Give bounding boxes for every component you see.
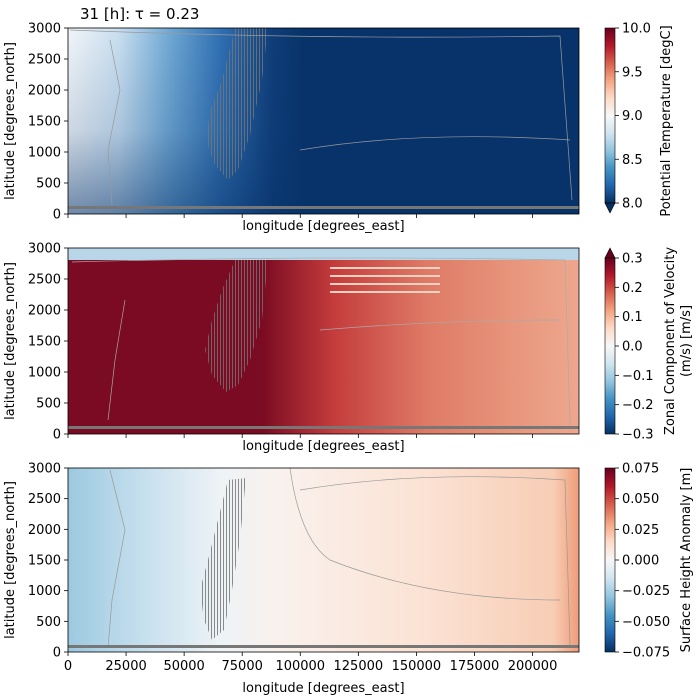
x-tick-label: 50000 <box>163 659 204 674</box>
colorbar-tick-label: 8.0 <box>622 197 643 212</box>
colorbar-label-temperature: Potential Temperature [degC] <box>659 25 674 216</box>
land-mask-ssh <box>200 478 246 640</box>
x-tick-label: 200000 <box>508 659 558 674</box>
colorbar-ticks-ssh: −0.075 −0.050 −0.025 0.000 0.025 0.050 0.075 <box>615 462 670 661</box>
y-tick-label: 3000 <box>28 22 61 37</box>
y-tick-label: 2500 <box>28 53 61 68</box>
x-ticks-ssh: 0 25000 50000 75000 100000 125000 150000 175000… <box>64 652 558 674</box>
land-mask-velocity <box>205 260 268 392</box>
colorbar-tick-label: 10.0 <box>622 22 651 37</box>
y-tick-label: 2500 <box>28 273 61 288</box>
figure-title: 31 [h]: τ = 0.23 <box>80 5 199 23</box>
y-axis-label-ssh: latitude [degrees_north] <box>3 481 18 639</box>
colorbar-label-velocity-line1: Zonal Component of Velocity <box>663 247 678 435</box>
heatmap-ssh <box>68 468 579 652</box>
y-axis-label-temperature: latitude [degrees_north] <box>3 42 18 200</box>
colorbar-tick-label: −0.2 <box>622 398 654 413</box>
x-axis-label-temperature: longitude [degrees_east] <box>242 219 404 234</box>
y-ticks-ssh: 0 500 1000 1500 2000 2500 3000 <box>28 462 68 661</box>
y-tick-label: 0 <box>53 208 61 223</box>
colorbar-tick-label: −0.025 <box>622 584 670 599</box>
colorbar-tick-label: 0.0 <box>622 340 643 355</box>
boundary-strip-velocity <box>68 426 579 429</box>
colorbar-tick-label: 0.075 <box>622 462 659 477</box>
colorbar-tick-label: 0.2 <box>622 281 643 296</box>
heatmap-velocity-topband <box>68 248 579 260</box>
colorbar-bar-temperature <box>605 28 615 203</box>
y-axis-label-velocity: latitude [degrees_north] <box>3 262 18 420</box>
x-tick-label: 0 <box>64 659 72 674</box>
colorbar-velocity: −0.3 −0.2 −0.1 0.0 0.1 0.2 0.3 Zonal Component… <box>604 247 694 443</box>
colorbar-extend-max <box>604 247 616 259</box>
y-tick-label: 1000 <box>28 584 61 599</box>
y-tick-label: 3000 <box>28 462 61 477</box>
colorbar-tick-label: 9.5 <box>622 65 643 80</box>
panel-ssh: 0 25000 50000 75000 100000 125000 150000 175000… <box>3 462 694 697</box>
colorbar-extend-min <box>604 202 616 214</box>
colorbar-tick-label: 0.000 <box>622 554 659 569</box>
colorbar-label-velocity-line2: (m/s) [m/s] <box>679 305 694 377</box>
colorbar-ssh: −0.075 −0.050 −0.025 0.000 0.025 0.050 0.075 S… <box>604 462 694 661</box>
y-tick-label: 1500 <box>28 335 61 350</box>
y-tick-label: 500 <box>36 397 61 412</box>
y-tick-label: 0 <box>53 428 61 443</box>
colorbar-tick-label: 0.050 <box>622 492 659 507</box>
x-ticks-temperature <box>67 214 533 218</box>
contour-ssh <box>107 467 571 649</box>
x-ticks-velocity <box>67 434 533 438</box>
colorbar-temperature: 8.0 8.5 9.0 9.5 10.0 Potential Temperature [… <box>604 22 674 217</box>
y-tick-label: 1000 <box>28 366 61 381</box>
y-tick-label: 500 <box>36 177 61 192</box>
x-tick-label: 150000 <box>392 659 442 674</box>
contour-velocity <box>71 257 571 426</box>
colorbar-tick-label: 8.5 <box>622 153 643 168</box>
x-tick-label: 25000 <box>105 659 146 674</box>
y-tick-label: 2000 <box>28 304 61 319</box>
y-tick-label: 1500 <box>28 554 61 569</box>
colorbar-tick-label: −0.075 <box>622 646 670 661</box>
colorbar-bar-velocity <box>605 258 615 434</box>
y-tick-label: 1500 <box>28 115 61 130</box>
land-mask-temperature <box>206 28 268 180</box>
x-tick-label: 175000 <box>450 659 500 674</box>
colorbar-bar-ssh <box>605 468 615 652</box>
y-tick-label: 2000 <box>28 523 61 538</box>
y-tick-label: 0 <box>53 646 61 661</box>
y-tick-label: 3000 <box>28 242 61 257</box>
heatmap-velocity-stripes <box>330 267 440 293</box>
colorbar-tick-label: −0.050 <box>622 615 670 630</box>
x-tick-label: 75000 <box>222 659 263 674</box>
x-tick-label: 125000 <box>334 659 384 674</box>
panel-temperature: 0 500 1000 1500 2000 2500 3000 longitude [degr… <box>3 22 674 235</box>
heatmap-temperature-shade <box>68 28 308 214</box>
y-tick-label: 1000 <box>28 146 61 161</box>
y-ticks-velocity: 0 500 1000 1500 2000 2500 3000 <box>28 242 68 443</box>
contour-temperature <box>69 29 573 206</box>
colorbar-label-ssh: Surface Height Anomaly [m] <box>679 468 694 653</box>
colorbar-tick-label: −0.3 <box>622 428 654 443</box>
boundary-strip-ssh <box>68 645 579 648</box>
colorbar-tick-label: 0.1 <box>622 310 643 325</box>
colorbar-tick-label: 0.3 <box>622 252 643 267</box>
y-tick-label: 2500 <box>28 492 61 507</box>
x-axis-label-velocity: longitude [degrees_east] <box>242 439 404 454</box>
boundary-strip-temperature <box>68 206 579 209</box>
y-tick-label: 2000 <box>28 84 61 99</box>
y-ticks-temperature: 0 500 1000 1500 2000 2500 3000 <box>28 22 68 223</box>
x-axis-label-ssh: longitude [degrees_east] <box>242 681 404 696</box>
colorbar-ticks-temperature: 8.0 8.5 9.0 9.5 10.0 <box>615 22 651 212</box>
colorbar-tick-label: −0.1 <box>622 369 654 384</box>
panel-velocity: 0 500 1000 1500 2000 2500 3000 longitude [degr… <box>3 242 694 455</box>
heatmap-velocity <box>68 248 579 434</box>
colorbar-tick-label: 9.0 <box>622 109 643 124</box>
colorbar-ticks-velocity: −0.3 −0.2 −0.1 0.0 0.1 0.2 0.3 <box>615 252 654 443</box>
y-tick-label: 500 <box>36 615 61 630</box>
x-tick-label: 100000 <box>275 659 325 674</box>
colorbar-tick-label: 0.025 <box>622 523 659 538</box>
